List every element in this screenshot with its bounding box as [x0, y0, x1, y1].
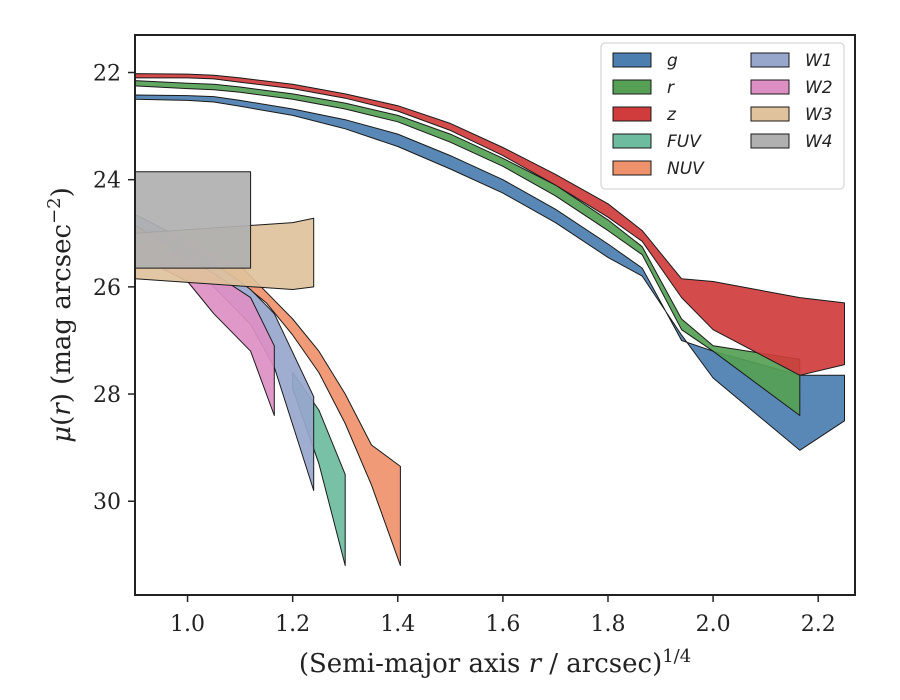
- legend-swatch-nuv: [612, 160, 652, 176]
- legend-label-fuv: FUV: [667, 132, 702, 152]
- legend-swatch-r: [612, 79, 652, 95]
- x-tick-label: 1.0: [170, 612, 205, 637]
- legend-swatch-w3: [750, 106, 790, 122]
- legend-label-r: r: [667, 78, 675, 98]
- y-tick-label: 24: [93, 169, 121, 194]
- legend-label-nuv: NUV: [667, 159, 705, 179]
- x-tick-label: 1.6: [485, 612, 520, 637]
- x-tick-label: 1.2: [275, 612, 310, 637]
- axes-layer: 1.0 1.2 1.4 1.6 1.8 2.0 2.2 22 24 26 28 30: [93, 34, 856, 637]
- band-z: [135, 73, 845, 376]
- x-tick-label: 1.4: [380, 612, 415, 637]
- y-tick-label: 30: [93, 490, 121, 515]
- y-tick-label: 22: [93, 62, 121, 87]
- y-tick-label: 26: [93, 276, 121, 301]
- x-tick-label: 2.2: [801, 612, 836, 637]
- legend-swatch-fuv: [612, 133, 652, 149]
- y-axis-label: μ(r) (mag arcsec−2): [44, 187, 78, 443]
- legend-swatch-w4: [750, 133, 790, 149]
- legend: grz FUV NUV W1 W2 W3 W4: [600, 42, 845, 190]
- band-r: [135, 80, 801, 416]
- plot-frame: [134, 34, 856, 596]
- legend-label-w2: W2: [805, 78, 833, 98]
- legend-swatch-w1: [750, 52, 790, 68]
- legend-label-w1: W1: [805, 51, 833, 71]
- legend-label-z: z: [666, 105, 677, 125]
- band-g: [135, 94, 845, 451]
- x-axis-label: (Semi-major axis r / arcsec)1/4: [299, 646, 691, 680]
- bands-layer: [135, 73, 845, 566]
- y-tick-label: 28: [93, 383, 121, 408]
- legend-swatch-g: [612, 52, 652, 68]
- legend-label-w3: W3: [805, 105, 833, 125]
- legend-label-w4: W4: [805, 132, 833, 152]
- x-tick-label: 2.0: [696, 612, 731, 637]
- legend-swatch-z: [612, 106, 652, 122]
- legend-swatch-w2: [750, 79, 790, 95]
- legend-label-g: g: [667, 51, 678, 71]
- band-w4: [135, 171, 252, 269]
- x-tick-label: 1.8: [590, 612, 625, 637]
